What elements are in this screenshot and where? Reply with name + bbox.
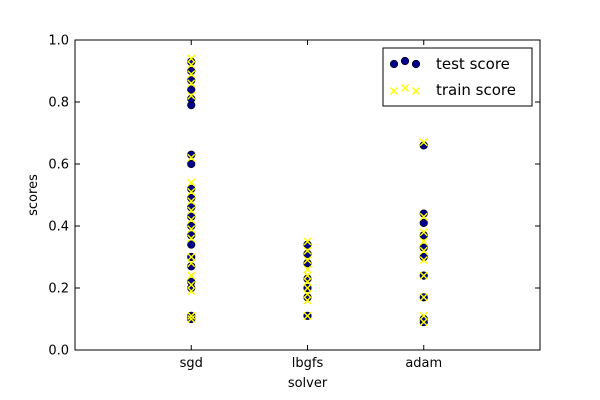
train-score-point [187, 197, 196, 206]
train-score-point [187, 54, 196, 63]
train-score-point [303, 311, 312, 320]
train-score-point [419, 138, 428, 147]
train-score-point [303, 277, 312, 286]
test-score-point [187, 85, 196, 94]
train-score-point [303, 265, 312, 274]
legend: test score train score [382, 47, 533, 107]
train-score-point [187, 79, 196, 88]
legend-box [382, 47, 533, 107]
train-score-point [419, 237, 428, 246]
train-score-point [303, 271, 312, 280]
y-tick-label: 0.6 [48, 158, 69, 173]
legend-x-marker [390, 87, 398, 95]
train-score-point [419, 271, 428, 280]
train-score-point [303, 290, 312, 299]
y-tick-label: 0.0 [48, 344, 69, 359]
train-score-point [419, 228, 428, 237]
train-score-point [187, 315, 196, 323]
y-tick-label: 0.4 [48, 220, 69, 235]
train-score-point [303, 296, 312, 305]
train-score-point [187, 253, 196, 261]
train-score-point [419, 318, 428, 327]
marks-layer [187, 54, 428, 327]
x-tick-label: lbgfs [292, 356, 324, 371]
tick-layer: 0.0 0.2 0.4 0.6 0.8 1.0 sgd lbgfs adam [48, 34, 540, 371]
y-tick-label: 0.8 [48, 96, 69, 111]
train-score-point [187, 187, 196, 196]
train-score-point [187, 271, 196, 280]
legend-circle-marker [389, 59, 399, 69]
train-score-point [187, 60, 196, 69]
test-score-point [419, 218, 428, 227]
y-axis-label: scores [26, 174, 41, 216]
train-score-point [303, 256, 312, 265]
legend-circle-marker [400, 56, 410, 66]
x-tick-label: adam [405, 356, 442, 371]
train-score-point [419, 293, 428, 302]
train-score-point [187, 280, 196, 289]
legend-x-marker [412, 87, 420, 95]
train-score-point [419, 212, 428, 221]
test-score-point [187, 240, 196, 249]
legend-label-test-score: test score [436, 55, 510, 73]
train-score-point [187, 287, 196, 296]
legend-label-train-score: train score [436, 81, 516, 99]
train-score-point [419, 256, 428, 265]
plot-frame [74, 39, 541, 351]
train-score-point [303, 246, 312, 255]
train-score-point [419, 246, 428, 255]
test-score-point [187, 159, 196, 169]
train-score-point [187, 178, 196, 187]
train-score-point [187, 206, 196, 215]
train-score-point [187, 91, 196, 100]
train-score-point [187, 70, 196, 79]
legend-x-marker [401, 84, 409, 92]
x-axis-label: solver [288, 376, 328, 391]
train-score-point [187, 215, 196, 224]
legend-circle-marker [411, 59, 421, 69]
y-tick-label: 1.0 [48, 34, 69, 49]
train-score-point [187, 153, 196, 162]
y-tick-label: 0.2 [48, 282, 69, 297]
train-score-point [187, 259, 196, 268]
legend-marker-test-score [389, 56, 421, 69]
train-score-point [303, 284, 312, 292]
legend-marker-train-score [390, 84, 420, 95]
train-score-point [187, 225, 196, 234]
x-tick-label: sgd [180, 356, 203, 371]
train-score-point [187, 234, 196, 243]
train-score-point [419, 311, 428, 320]
train-score-point [303, 237, 312, 246]
train-score-point [187, 311, 196, 320]
